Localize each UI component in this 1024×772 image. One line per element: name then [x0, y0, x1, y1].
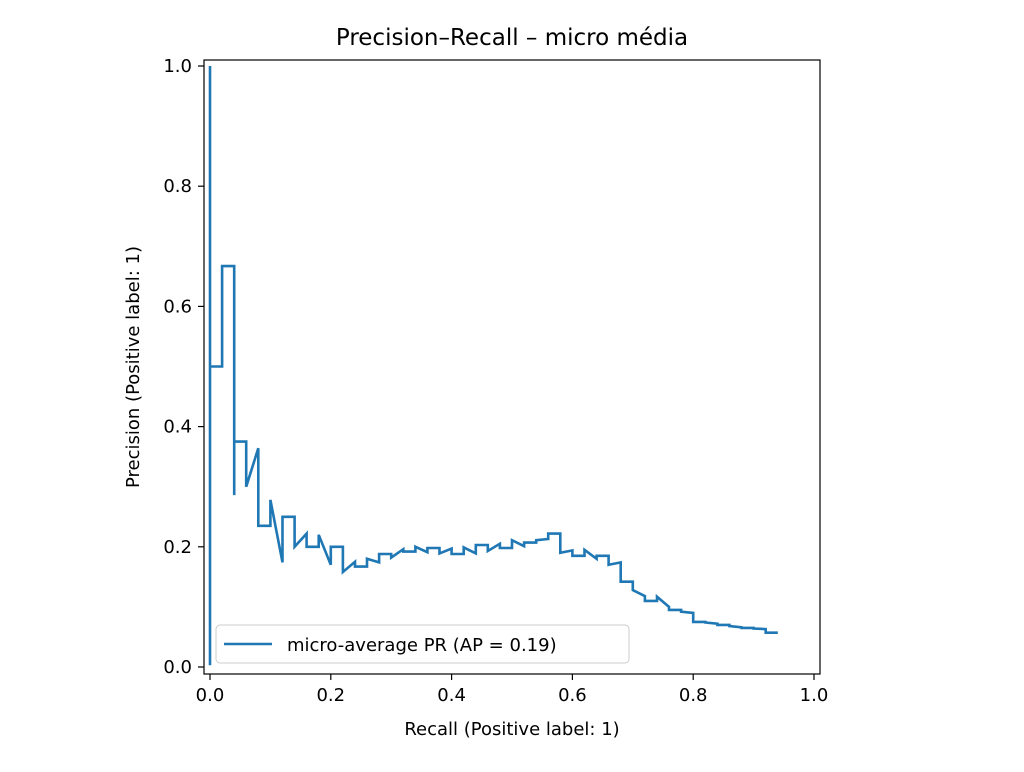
y-axis-label: Precision (Positive label: 1): [123, 246, 144, 488]
x-tick-label: 0.2: [316, 685, 345, 706]
legend: micro-average PR (AP = 0.19): [215, 624, 630, 664]
x-axis-label: Recall (Positive label: 1): [404, 719, 619, 740]
y-tick-label: 0.4: [163, 417, 192, 438]
plot-area-frame: [203, 59, 821, 675]
y-axis-ticks: 0.0 0.2 0.4 0.6 0.8 1.0: [163, 56, 204, 678]
legend-box: [215, 624, 630, 664]
x-tick-label: 0.0: [196, 685, 225, 706]
y-tick-label: 0.0: [163, 657, 192, 678]
y-tick-label: 0.2: [163, 537, 192, 558]
x-tick-label: 1.0: [800, 685, 829, 706]
series-layer: [208, 66, 778, 666]
x-tick-label: 0.6: [558, 685, 587, 706]
legend-label: micro-average PR (AP = 0.19): [287, 635, 557, 656]
y-tick-label: 0.6: [163, 296, 192, 317]
x-tick-label: 0.8: [679, 685, 708, 706]
x-tick-label: 0.4: [437, 685, 466, 706]
pr-curve-line: [208, 66, 778, 666]
chart-title: Precision–Recall – micro média: [336, 25, 688, 51]
y-tick-label: 1.0: [163, 56, 192, 77]
x-axis-ticks: 0.0 0.2 0.4 0.6 0.8 1.0: [196, 674, 829, 706]
y-tick-label: 0.8: [163, 176, 192, 197]
